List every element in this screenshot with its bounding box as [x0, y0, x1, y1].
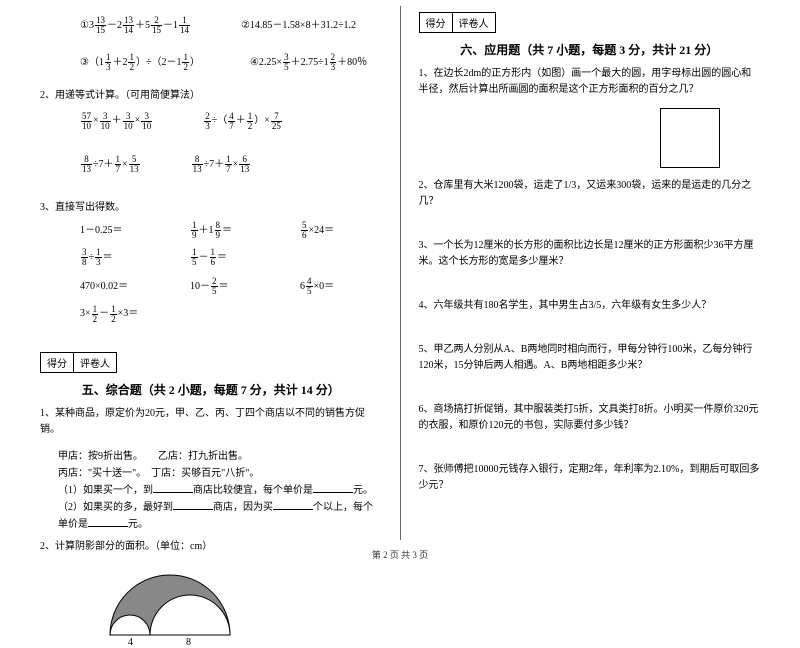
blank-2[interactable]: [313, 483, 353, 493]
grader-label: 评卷人: [74, 353, 116, 372]
app-q6: 6、商场搞打折促销，其中服装类打5折，文具类打8折。小明买一件原价320元的衣服…: [419, 402, 761, 434]
score-label-r: 得分: [420, 13, 453, 32]
expr-row-3: 5710×310＋310×310 23÷（47＋12）×725: [80, 111, 382, 130]
app-q3: 3、一个长为12厘米的长方形的面积比边长是12厘米的正方形面积少36平方厘米。这…: [419, 238, 761, 270]
right-column: 得分 评卷人 六、应用题（共 7 小题，每题 3 分，共计 21 分） 1、在边…: [401, 6, 771, 540]
expr-row-1: ①31315－21314＋5215－1114 ②14.85－1.58×8＋31.…: [80, 16, 382, 35]
app-q4: 4、六年级共有180名学生，其中男生占3/5，六年级有女生多少人？: [419, 298, 761, 314]
section-5-title: 五、综合题（共 2 小题，每题 7 分，共计 14 分）: [40, 381, 382, 398]
expr-7: 813÷7＋17×513: [80, 155, 141, 174]
page-footer: 第 2 页 共 3 页: [0, 548, 800, 561]
square-figure: [660, 108, 720, 168]
comp-q1a: 甲店：按9折出售。 乙店：打九折出售。: [58, 448, 382, 465]
d1: 1－0.25＝: [80, 221, 160, 240]
direct-row-1: 1－0.25＝ 19＋189＝ 56×24＝ 38÷13＝ 15－16＝: [80, 221, 382, 267]
d9: 3×12－12×3＝: [80, 304, 160, 323]
d4: 38÷13＝: [80, 248, 160, 267]
app-q1: 1、在边长2dm的正方形内（如图）画一个最大的圆，用字母标出圆的圆心和半径，然后…: [419, 66, 761, 98]
score-label: 得分: [41, 353, 74, 372]
score-box-left: 得分 评卷人: [40, 352, 117, 373]
blank-1[interactable]: [153, 483, 193, 493]
comp-q1: 1、某种商品，原定价为20元，甲、乙、丙、丁四个商店以不同的销售方促销。: [40, 406, 382, 438]
app-q2: 2、仓库里有大米1200袋，运走了1/3，又运来300袋，运来的是运走的几分之几…: [419, 178, 761, 210]
label-8: 8: [186, 637, 191, 645]
expr-1: ①31315－21314＋5215－1114: [80, 16, 191, 35]
expr-2: ②14.85－1.58×8＋31.2÷1.2: [241, 16, 356, 35]
blank-3[interactable]: [173, 500, 213, 510]
grader-label-r: 评卷人: [453, 13, 495, 32]
d7: 10－25＝: [190, 277, 270, 296]
left-column: ①31315－21314＋5215－1114 ②14.85－1.58×8＋31.…: [30, 6, 401, 540]
expr-5: 5710×310＋310×310: [80, 111, 153, 130]
q2-label: 2、用递等式计算。（可用简便算法）: [40, 86, 382, 101]
d3: 56×24＝: [300, 221, 380, 240]
expr-row-4: 813÷7＋17×513 813÷7＋17×613: [80, 155, 382, 174]
blank-5[interactable]: [88, 517, 128, 527]
expr-8: 813÷7＋17×613: [191, 155, 252, 174]
shaded-figure: 4 8: [100, 565, 382, 648]
page-container: ①31315－21314＋5215－1114 ②14.85－1.58×8＋31.…: [0, 0, 800, 540]
score-box-right: 得分 评卷人: [419, 12, 496, 33]
d5: 15－16＝: [190, 248, 270, 267]
expr-4: ④2.25×35＋2.75÷123＋80％: [250, 53, 367, 72]
expr-row-2: ③（113＋212）÷（2－112） ④2.25×35＋2.75÷123＋80％: [80, 53, 382, 72]
q3-label: 3、直接写出得数。: [40, 198, 382, 213]
comp-q1b: 丙店："买十送一"。 丁店：买够百元"八折"。: [58, 465, 382, 482]
section-6-title: 六、应用题（共 7 小题，每题 3 分，共计 21 分）: [419, 41, 761, 58]
direct-row-2: 470×0.02＝ 10－25＝ 645×0＝ 3×12－12×3＝: [80, 277, 382, 323]
expr-3: ③（113＋212）÷（2－112）: [80, 53, 200, 72]
d6: 470×0.02＝: [80, 277, 160, 296]
label-4: 4: [128, 637, 133, 645]
comp-q1c: （1）如果买一个，到商店比较便宜，每个单价是元。: [58, 482, 382, 499]
blank-4[interactable]: [273, 500, 313, 510]
expr-6: 23÷（47＋12）×725: [203, 111, 283, 130]
app-q7: 7、张师傅把10000元钱存入银行，定期2年，年利率为2.10%，到期后可取回多…: [419, 462, 761, 494]
comp-q1d: （2）如果买的多，最好到商店，因为买个以上，每个单价是元。: [58, 499, 382, 533]
d8: 645×0＝: [300, 277, 380, 296]
app-q5: 5、甲乙两人分别从A、B两地同时相向而行，甲每分钟行100米，乙每分钟行120米…: [419, 342, 761, 374]
d2: 19＋189＝: [190, 221, 270, 240]
